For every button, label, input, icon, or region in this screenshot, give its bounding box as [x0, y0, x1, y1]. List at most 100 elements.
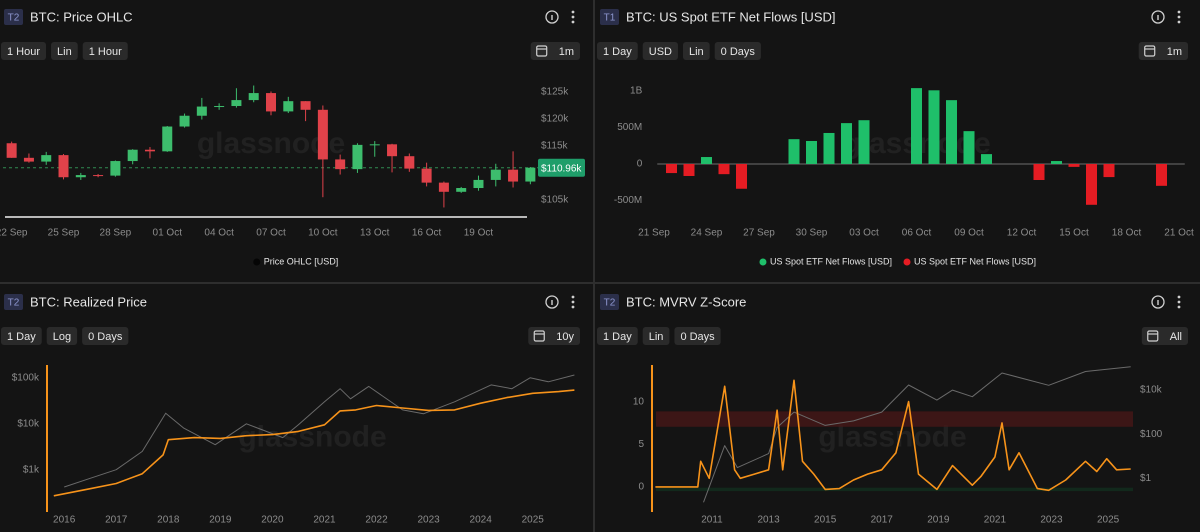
x-tick-label: 24 Sep	[691, 228, 723, 239]
control-label[interactable]: 1 Hour	[89, 46, 122, 58]
control-label[interactable]: 0 Days	[88, 331, 123, 343]
control-label[interactable]: Lin	[689, 46, 704, 58]
x-tick-label: 2024	[470, 515, 493, 526]
candle-body	[6, 143, 17, 158]
control-label[interactable]: USD	[649, 46, 672, 58]
control-label[interactable]: 0 Days	[721, 46, 756, 58]
series-line	[64, 374, 575, 488]
info-icon[interactable]	[545, 10, 559, 24]
bar	[928, 90, 940, 164]
badge-bg	[4, 294, 23, 310]
icons	[545, 10, 1165, 309]
control-button[interactable]	[682, 42, 710, 60]
badge-bg	[600, 9, 619, 25]
x-tick-label: 2023	[417, 515, 440, 526]
badge: T1	[604, 13, 616, 24]
legend: US Spot ETF Net Flows [USD] US Spot ETF N…	[759, 256, 1036, 266]
last-price-box	[538, 158, 585, 177]
control-label[interactable]: Log	[53, 331, 71, 343]
control-button[interactable]	[46, 327, 78, 345]
control-label[interactable]: Lin	[57, 46, 72, 58]
bar	[701, 157, 712, 164]
info-icon[interactable]	[545, 295, 559, 309]
info-icon[interactable]	[1151, 295, 1165, 309]
control-button[interactable]	[642, 42, 678, 60]
candle-body	[110, 161, 121, 176]
bar	[981, 154, 992, 164]
control-button[interactable]	[714, 42, 761, 60]
x-tick-label: 2011	[701, 515, 723, 526]
info-glyph	[551, 300, 553, 305]
bar	[1033, 163, 1045, 180]
control-label[interactable]: 1 Day	[7, 331, 36, 343]
y-tick-label: $115k	[541, 141, 569, 152]
control-button[interactable]	[674, 327, 721, 345]
candle-body	[196, 106, 207, 116]
range-label[interactable]: 10y	[556, 331, 574, 343]
candle-body	[421, 168, 432, 183]
candle-body	[23, 157, 34, 162]
control-label[interactable]: 0 Days	[680, 331, 715, 343]
candle-body	[248, 93, 259, 101]
y-tick-label: 1B	[630, 86, 643, 97]
x-tick-label: 2017	[871, 515, 894, 526]
last-price-label: $110.96k	[541, 163, 582, 174]
candle-body	[162, 126, 173, 152]
x-tick-label: 12 Oct	[1007, 228, 1037, 239]
control-button[interactable]	[82, 327, 129, 345]
control-label[interactable]: 1 Day	[603, 46, 632, 58]
legend-marker	[903, 258, 911, 266]
menu-icon[interactable]	[571, 295, 575, 309]
y-tick-label: $105k	[541, 195, 569, 206]
y2-tick-label: $1	[1140, 473, 1152, 484]
control-button[interactable]	[1, 42, 47, 60]
control-label[interactable]: 1 Day	[603, 331, 632, 343]
range-label[interactable]: All	[1170, 331, 1182, 343]
x-tick-label: 2015	[814, 515, 837, 526]
badge-bg	[600, 294, 619, 310]
x-tick-label: 2022	[365, 515, 388, 526]
bar	[1086, 163, 1097, 205]
candle-body	[127, 149, 138, 162]
legend-label: Price OHLC [USD]	[264, 256, 339, 266]
y-tick-label: $120k	[541, 114, 569, 125]
legend-marker	[759, 258, 767, 266]
candle-body	[58, 155, 69, 178]
candle-body	[41, 155, 52, 162]
x-tick-label: 2017	[105, 515, 128, 526]
range-label[interactable]: 1m	[1167, 46, 1182, 58]
menu-icon[interactable]	[1177, 10, 1181, 24]
info-icon[interactable]	[1151, 10, 1165, 24]
menu-icon[interactable]	[571, 10, 575, 24]
bar	[1068, 163, 1080, 167]
bar	[946, 100, 957, 164]
control-label[interactable]: Lin	[649, 331, 664, 343]
badge: T2	[8, 13, 20, 24]
control-button[interactable]	[1, 327, 42, 345]
y2-tick-label: $10k	[1140, 385, 1163, 396]
x-tick-label: 2019	[927, 515, 950, 526]
panel-title: BTC: MVRV Z-Score	[626, 294, 746, 309]
candle-body	[231, 100, 242, 107]
candle-body	[456, 188, 467, 192]
menu-icon[interactable]	[1177, 295, 1181, 309]
control-button[interactable]	[51, 42, 78, 60]
y-tick-label: 0	[637, 159, 643, 170]
control-label[interactable]: 1 Hour	[7, 46, 40, 58]
x-tick-label: 19 Oct	[464, 228, 494, 239]
control-button[interactable]	[597, 327, 638, 345]
bar	[1051, 161, 1062, 164]
control-button[interactable]	[82, 42, 128, 60]
y-tick-label: -500M	[614, 195, 642, 206]
x-tick-label: 03 Oct	[849, 228, 879, 239]
panel-title: BTC: Realized Price	[30, 294, 147, 309]
x-tick-label: 2013	[757, 515, 780, 526]
control-button[interactable]	[642, 327, 670, 345]
badge: T2	[8, 298, 20, 309]
x-tick-label: 16 Oct	[412, 228, 442, 239]
control-button[interactable]	[597, 42, 638, 60]
x-tick-label: 2021	[984, 515, 1007, 526]
range-label[interactable]: 1m	[559, 46, 574, 58]
x-tick-label: 2016	[53, 515, 76, 526]
